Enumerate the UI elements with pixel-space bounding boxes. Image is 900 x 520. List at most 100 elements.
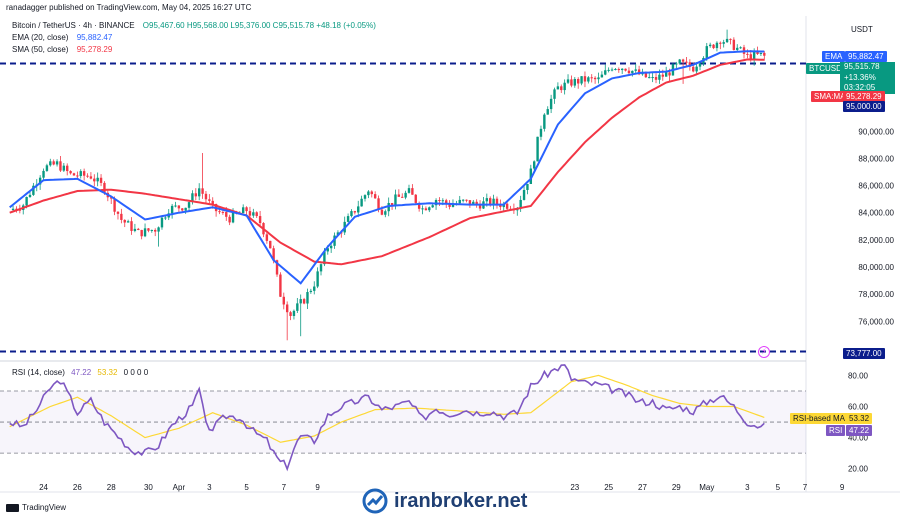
candle-body [143,228,147,237]
candle-body [32,185,35,195]
symbol-name[interactable]: Bitcoin / TetherUS · 4h · BINANCE [12,21,135,30]
candle-body [448,203,451,207]
candle-body [285,304,289,313]
candle-body [492,198,495,205]
candle-body [370,191,373,195]
candle-body [539,128,543,137]
candle-body [600,74,604,78]
time-tick-label: 3 [745,483,750,492]
currency-label[interactable]: USDT [851,25,873,34]
candle-body [89,176,93,179]
candle-body [279,274,282,297]
candle-body [296,303,299,311]
candle-body [177,205,181,209]
candle-body [306,292,309,304]
time-tick-label: 27 [638,483,647,492]
candle-body [712,44,715,49]
candle-body [729,38,732,40]
candle-body [154,229,157,232]
candle-body [25,197,28,206]
candle-body [59,161,62,171]
candle-body [194,193,198,197]
time-tick-label: Apr [173,483,186,492]
candle-body [573,78,577,86]
candle-body [157,227,160,232]
rsi-ma-tag-name: RSI-based MA [790,413,849,424]
tradingview-brand[interactable]: TradingView [6,503,66,512]
candle-body [187,202,191,208]
candle-body [72,173,76,176]
price-tick-label: 78,000.00 [858,290,894,299]
rsi-tag-name: RSI [826,425,846,436]
candle-body [607,69,610,71]
legend-ema[interactable]: EMA (20, close) 95,882.47 [12,33,112,42]
candle-body [69,171,72,174]
candle-body [96,177,99,182]
candle-body [401,196,404,198]
candle-body [421,208,424,210]
candle-body [113,198,116,212]
level-upper-tag: 95,000.00 [843,101,885,112]
candle-body [404,192,407,198]
candle-body [719,42,722,44]
candle-body [664,72,668,77]
candle-body [211,200,214,205]
time-tick-label: 5 [244,483,249,492]
ema-tag-name: EMA [822,51,846,62]
candle-body [170,205,174,214]
candle-body [522,189,526,200]
candle-body [363,195,367,199]
rsi-value: 47.22 [71,368,92,377]
time-tick-label: May [699,483,714,492]
time-tick-label: 26 [73,483,82,492]
candle-body [478,204,482,209]
legend-ema-value: 95,882.47 [76,33,113,42]
lightning-alert-icon[interactable]: ⚡ [758,346,770,358]
candle-body [668,72,671,76]
candle-body [736,47,739,50]
candle-body [201,188,204,194]
price-tick-label: 80,000.00 [858,263,894,272]
candle-body [221,211,225,213]
watermark: iranbroker.net [362,488,527,514]
candle-body [465,199,468,201]
price-tick-label: 88,000.00 [858,154,894,163]
rsi-legend[interactable]: RSI (14, close) 47.22 53.32 0 0 0 0 [12,368,148,377]
candle-body [556,86,560,90]
candle-body [350,211,353,217]
candle-body [360,198,363,207]
candle-body [725,38,729,43]
candle-body [228,216,231,223]
candle-body [55,161,59,165]
candle-body [654,77,658,80]
candle-body [384,211,387,215]
candle-body [275,260,279,275]
candle-body [407,188,411,193]
candle-body [634,69,637,71]
candle-body [536,136,539,162]
candle-body [120,213,123,220]
candle-body [489,198,492,205]
candle-body [130,221,133,231]
candle-body [411,188,414,195]
candle-body [644,71,648,78]
rsi-tick-label: 60.00 [848,403,869,412]
candle-body [160,217,164,228]
candle-body [675,63,678,65]
candle-body [533,161,536,169]
time-tick-label: 7 [803,483,808,492]
candle-body [685,61,688,63]
candle-body [692,66,695,72]
last-price: 95,515.78 [844,62,880,71]
rsi-ma-tag-value: 53.32 [846,413,873,424]
candle-body [126,221,130,223]
candle-body [45,165,49,171]
price-tick-label: 86,000.00 [858,182,894,191]
candle-body [661,74,664,77]
legend-sma[interactable]: SMA (50, close) 95,278.29 [12,45,112,54]
candle-body [658,74,661,80]
candle-body [82,171,86,176]
price-tick-label: 76,000.00 [858,317,894,326]
